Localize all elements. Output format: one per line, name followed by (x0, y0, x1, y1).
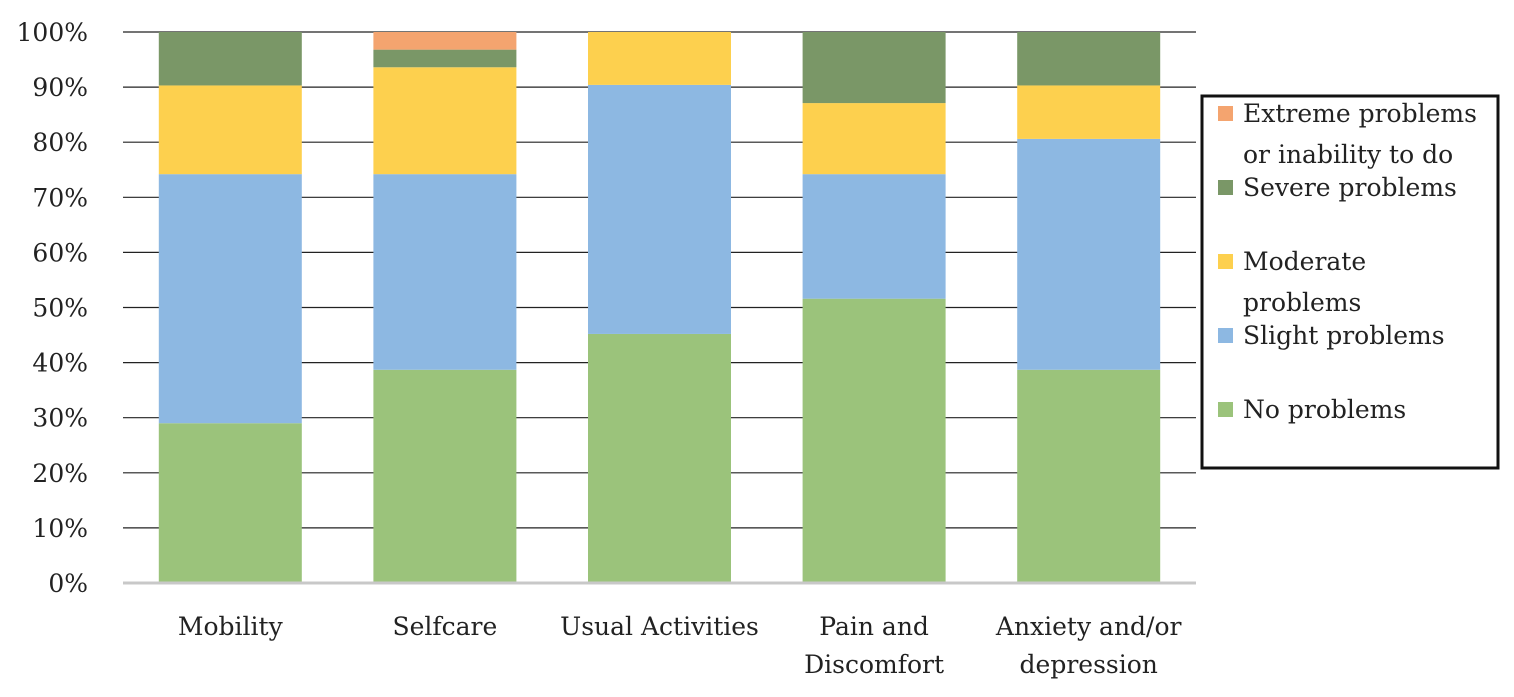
legend-swatch (1218, 106, 1233, 121)
bar-segment (373, 49, 517, 68)
bar-segment (802, 298, 946, 583)
y-tick-label: 100% (17, 18, 88, 47)
y-tick-label: 90% (32, 73, 88, 102)
legend-swatch (1218, 328, 1233, 343)
y-tick-label: 20% (32, 459, 88, 488)
legend-box (1200, 94, 1500, 470)
bar-segment (1017, 369, 1161, 583)
legend-label: No problems (1243, 395, 1406, 424)
y-tick-label: 40% (32, 349, 88, 378)
bar-segment (373, 32, 517, 50)
y-tick-label: 60% (32, 238, 88, 267)
y-tick-label: 70% (32, 183, 88, 212)
x-category-label: Pain and (819, 612, 929, 641)
bar-segment (1017, 138, 1161, 370)
legend-label: Extreme problems (1243, 99, 1477, 128)
bar-segment (802, 103, 946, 175)
legend-swatch (1218, 180, 1233, 195)
bar-segment (1017, 85, 1161, 139)
bar-segment (158, 32, 302, 86)
bar-segment (1017, 32, 1161, 86)
bar-segment (588, 333, 731, 583)
x-category-label: Selfcare (392, 612, 497, 641)
bar-segment (588, 32, 731, 85)
bar-segment (373, 67, 517, 175)
y-tick-label: 10% (32, 514, 88, 543)
x-category-label: Usual Activities (560, 612, 759, 641)
legend-label: Slight problems (1243, 321, 1445, 350)
bar-segment (802, 174, 946, 299)
x-category-label: depression (1020, 650, 1158, 679)
bar-segment (158, 85, 302, 175)
y-tick-label: 50% (32, 294, 88, 323)
legend-swatch (1218, 254, 1233, 269)
bar-segment (158, 174, 302, 424)
y-tick-label: 30% (32, 404, 88, 433)
bar-segment (802, 32, 946, 104)
legend-label: Severe problems (1243, 173, 1457, 202)
x-category-label: Anxiety and/or (995, 612, 1182, 641)
legend-swatch (1218, 402, 1233, 417)
bar-segment (588, 84, 731, 334)
x-category-label: Mobility (178, 612, 284, 641)
bar-segment (373, 174, 517, 370)
legend-label: or inability to do (1243, 140, 1453, 169)
x-category-label: Discomfort (804, 650, 944, 679)
y-tick-label: 0% (48, 569, 88, 598)
legend-label: Moderate (1243, 247, 1366, 276)
legend-label: problems (1243, 288, 1361, 317)
y-tick-label: 80% (32, 128, 88, 157)
bar-segment (373, 369, 517, 583)
bar-segment (158, 423, 302, 583)
